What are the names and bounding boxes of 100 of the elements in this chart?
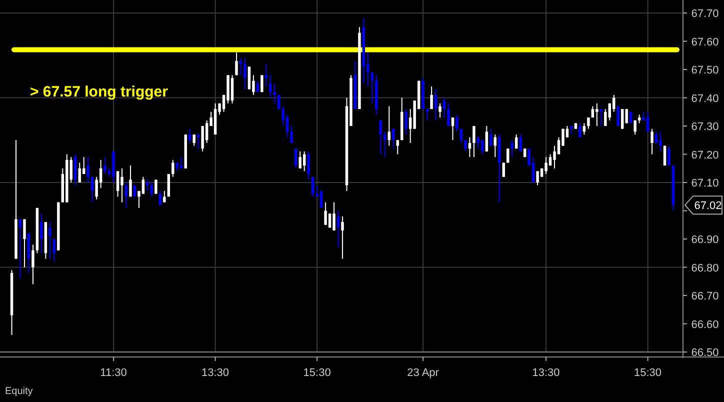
candlestick xyxy=(180,156,183,169)
x-tick-label: 15:30 xyxy=(303,367,331,379)
candlestick xyxy=(74,154,77,186)
candlestick xyxy=(78,162,81,183)
candlestick xyxy=(646,111,650,132)
candlestick xyxy=(650,128,654,155)
candlestick xyxy=(188,128,192,144)
candlestick xyxy=(150,182,154,198)
candlestick xyxy=(201,126,204,152)
y-tick-label: 66.90 xyxy=(691,234,719,246)
candlestick xyxy=(510,140,514,158)
x-tick-label: 13:30 xyxy=(532,367,560,379)
candlestick xyxy=(472,126,476,158)
candlestick xyxy=(379,120,382,155)
candlestick xyxy=(668,145,670,166)
candlestick xyxy=(146,179,149,192)
candlestick xyxy=(578,122,582,138)
candlestick xyxy=(456,114,458,132)
candlestick xyxy=(23,218,26,268)
candlestick xyxy=(596,102,598,126)
candlestick xyxy=(468,136,472,158)
candlestick xyxy=(311,176,314,198)
candlestick xyxy=(481,140,484,155)
candlestick xyxy=(659,131,662,152)
y-tick-label: 67.60 xyxy=(691,36,719,48)
candlestick xyxy=(332,202,336,232)
candlestick xyxy=(273,83,276,104)
candlestick xyxy=(129,165,132,198)
candlestick xyxy=(430,86,433,110)
candlestick xyxy=(447,102,450,126)
candlestick xyxy=(370,72,374,104)
candlestick xyxy=(230,74,234,104)
candlestick xyxy=(451,117,454,141)
x-tick-label: 23 Apr xyxy=(407,367,440,379)
candlestick xyxy=(616,106,620,126)
candlestick xyxy=(116,170,120,198)
y-tick-label: 67.40 xyxy=(691,92,719,105)
candlestick xyxy=(464,140,467,152)
candlestick xyxy=(235,52,238,76)
candlestick xyxy=(582,122,586,135)
candlestick xyxy=(384,131,386,158)
candlestick xyxy=(294,148,298,169)
candlestick xyxy=(239,58,242,76)
candlestick xyxy=(519,134,522,152)
candlestick xyxy=(167,174,170,198)
candlestick xyxy=(248,66,251,90)
text: Equity xyxy=(5,386,33,397)
candlestick xyxy=(154,179,158,194)
candlestick xyxy=(494,134,497,158)
candlestick xyxy=(485,126,488,152)
candlestick xyxy=(341,216,344,260)
candlestick xyxy=(269,74,272,98)
candlestick xyxy=(442,97,446,118)
x-tick-label: 11:30 xyxy=(100,367,127,379)
candlestick xyxy=(40,213,43,254)
candlestick xyxy=(142,176,145,194)
candlestick xyxy=(163,190,166,203)
candlestick xyxy=(307,150,310,180)
candlestick xyxy=(52,238,56,262)
candlestick xyxy=(426,108,429,121)
candlestick xyxy=(86,156,90,183)
candlestick xyxy=(502,162,505,178)
candlestick xyxy=(544,156,548,175)
candlestick xyxy=(438,102,442,118)
candlestick xyxy=(32,244,34,285)
y-tick-label: 67.30 xyxy=(691,121,719,133)
candlestick xyxy=(290,126,293,144)
candlestick xyxy=(196,134,200,150)
candlestick xyxy=(388,106,390,146)
ref-line-label: > 67.57 long trigger xyxy=(30,84,168,101)
candlestick xyxy=(587,117,590,130)
candlestick xyxy=(172,159,174,178)
candlestick xyxy=(104,156,106,175)
candlestick xyxy=(90,176,94,203)
candlestick xyxy=(70,156,72,183)
y-tick-label: 67.50 xyxy=(691,64,719,76)
x-tick-label: 15:30 xyxy=(634,367,662,379)
candlestick xyxy=(298,150,302,169)
x-tick-label: 13:30 xyxy=(202,367,230,379)
text: 67.02 xyxy=(694,200,722,212)
candlestick xyxy=(506,148,510,164)
candlestick xyxy=(621,108,624,130)
candlestick xyxy=(244,58,246,90)
candlestick xyxy=(18,218,22,280)
y-tick-label: 66.50 xyxy=(691,347,719,359)
candlestick xyxy=(120,168,124,203)
candlestick xyxy=(600,108,603,126)
candlestick xyxy=(634,120,636,135)
candlestick xyxy=(264,63,268,87)
y-tick-label: 66.60 xyxy=(691,318,719,331)
candlestick xyxy=(320,190,323,208)
candlestick xyxy=(654,131,658,144)
candlestick xyxy=(396,140,399,155)
candlestick xyxy=(536,170,539,186)
y-tick-label: 66.80 xyxy=(691,262,719,274)
candlestick xyxy=(48,222,52,260)
y-tick-label: 66.70 xyxy=(691,290,719,302)
y-tick-label: 67.10 xyxy=(691,178,719,190)
candlestick xyxy=(328,213,332,228)
candlestick xyxy=(434,88,438,121)
